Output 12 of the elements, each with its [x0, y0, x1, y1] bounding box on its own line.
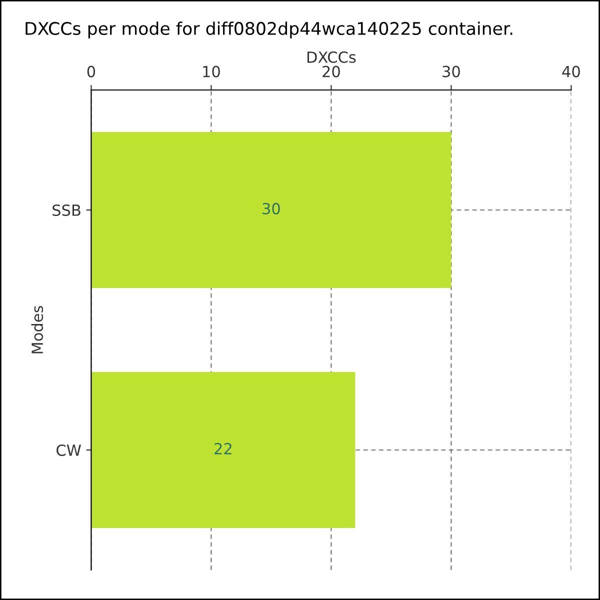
- x-tick-label: 40: [562, 66, 580, 78]
- x-tick-label: 30: [442, 66, 460, 78]
- x-axis-title: DXCCs: [307, 51, 356, 63]
- data-label: 30: [262, 202, 280, 214]
- x-tick-label: 10: [203, 66, 220, 78]
- chart-title: DXCCs per mode for diff0802dp44wca140225 container.: [26, 22, 512, 38]
- y-tick-label: CW: [56, 444, 81, 456]
- y-tick-label: SSB: [52, 204, 80, 216]
- y-axis-title: Modes: [31, 306, 44, 354]
- data-label: 22: [214, 442, 232, 454]
- x-tick-label: 0: [87, 66, 96, 78]
- x-tick-label: 20: [322, 66, 340, 78]
